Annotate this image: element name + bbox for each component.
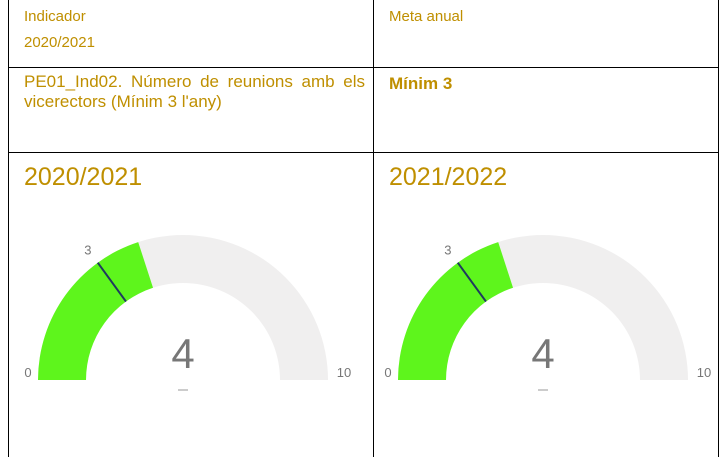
header-cell: Indicador 2020/2021 <box>9 0 373 67</box>
min-label: 0 <box>24 365 31 380</box>
value-label: 4 <box>171 330 194 377</box>
gauge-title: 2021/2022 <box>389 163 508 191</box>
indicator-label: Indicador <box>24 8 86 25</box>
indicator-name: PE01_Ind02. Número de reunions amb els v… <box>24 72 365 111</box>
target-label: 3 <box>444 243 451 258</box>
border <box>718 0 719 457</box>
gauge-title: 2020/2021 <box>24 163 143 191</box>
border <box>8 152 719 153</box>
border <box>8 0 9 457</box>
gauge-value <box>398 242 514 380</box>
border <box>373 0 374 457</box>
border <box>8 67 719 68</box>
max-label: 10 <box>337 365 351 380</box>
min-label: 0 <box>384 365 391 380</box>
target-label: Meta anual <box>389 8 464 25</box>
gauge-value <box>38 242 154 380</box>
value-label: 4 <box>531 330 554 377</box>
indicator-year: 2020/2021 <box>24 34 95 51</box>
indicator-target: Mínim 3 <box>389 74 453 93</box>
gauge-target <box>96 262 127 303</box>
max-label: 10 <box>697 365 711 380</box>
target-label: 3 <box>84 243 91 258</box>
gauge-target <box>456 262 487 303</box>
header-cell: Meta anual <box>374 0 718 67</box>
